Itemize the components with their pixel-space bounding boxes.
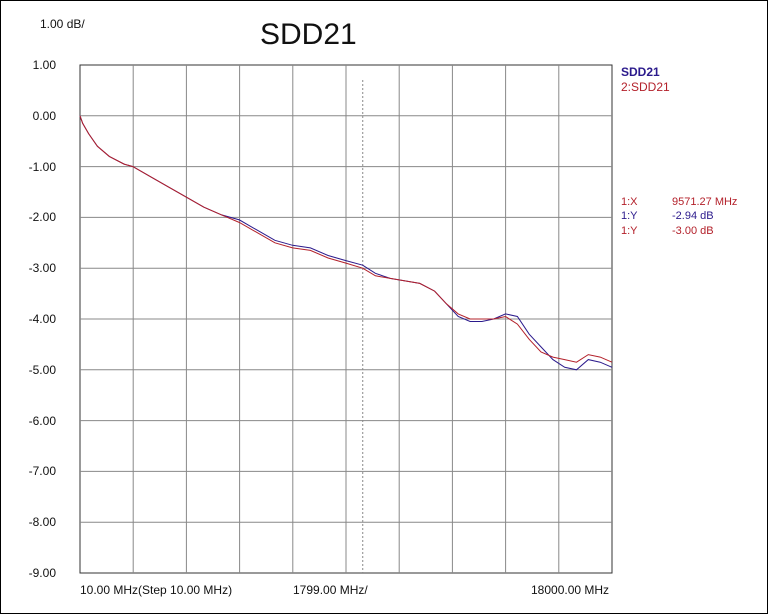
y-tick-label: -2.00 <box>28 210 56 225</box>
y-tick-label: -9.00 <box>28 566 56 580</box>
y-tick-label: -1.00 <box>28 159 56 174</box>
y-tick-label: -6.00 <box>28 413 56 428</box>
y-tick-label: -4.00 <box>28 312 56 326</box>
y-tick-label: 1.00 <box>32 58 56 72</box>
legend-series-1: SDD21 <box>621 65 660 79</box>
y-tick-label: -8.00 <box>28 515 56 530</box>
x-label-span: 1799.00 MHz/ <box>293 583 368 597</box>
y-tick-label: 0.00 <box>32 108 56 123</box>
chart-title: SDD21 <box>260 18 357 51</box>
scale-label: 1.00 dB/ <box>40 17 85 31</box>
marker-label-x: 1:X <box>621 196 638 208</box>
legend-series-2: 2:SDD21 <box>621 80 670 94</box>
marker-value-y1: -2.94 dB <box>672 210 714 222</box>
marker-value-y2: -3.00 dB <box>672 225 714 237</box>
marker-label-y2: 1:Y <box>621 225 638 237</box>
marker-label-y1: 1:Y <box>621 210 638 222</box>
y-tick-label: -5.00 <box>28 362 56 377</box>
marker-value-x: 9571.27 MHz <box>672 196 738 208</box>
y-tick-label: -3.00 <box>28 261 56 276</box>
y-tick-label: -7.00 <box>28 464 56 479</box>
x-label-stop: 18000.00 MHz <box>531 583 610 597</box>
series-line-2 <box>79 115 613 363</box>
x-label-start: 10.00 MHz(Step 10.00 MHz) <box>80 583 233 597</box>
